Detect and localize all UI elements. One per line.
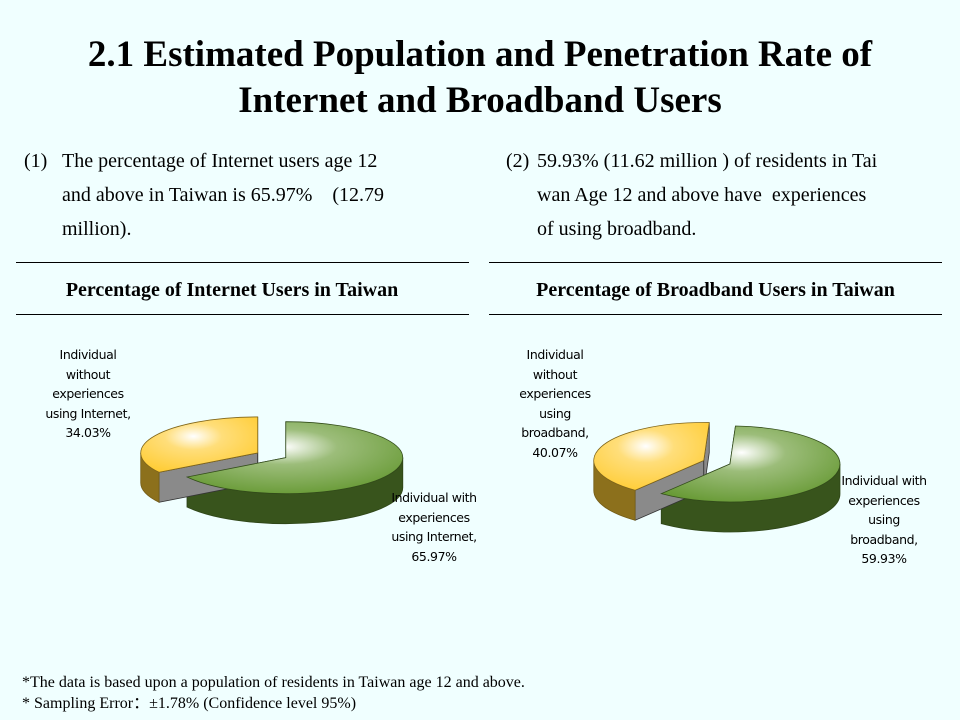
- pie-label-line: 65.97%: [411, 548, 457, 564]
- pie-label-line: Individual: [526, 347, 584, 362]
- intro-right-number: (2): [506, 150, 530, 172]
- chart-title-internet: Percentage of Internet Users in Taiwan: [65, 279, 399, 301]
- pie-label-line: without: [65, 366, 111, 382]
- intro-right-line-3: of using broadband.: [537, 218, 697, 240]
- rule-bottom-left: [16, 314, 469, 315]
- pie-slice: [593, 422, 710, 491]
- pie-3d-group: [593, 422, 841, 533]
- pie-label-line: Individual with: [391, 490, 477, 505]
- pie-label-line: using Internet,: [45, 405, 131, 421]
- pie-label-line: experiences: [52, 386, 124, 401]
- pie-label-line: broadband,: [850, 531, 918, 547]
- pie-label-line: without: [532, 366, 578, 382]
- pie-label-line: broadband,: [521, 425, 589, 440]
- pie-label-line: experiences: [398, 509, 470, 525]
- pie-label-line: 34.03%: [65, 425, 111, 440]
- label-internet-with: Individual with experiences using Internet…: [374, 488, 494, 566]
- pie-label-line: using: [539, 405, 571, 421]
- pie-label-line: using Internet,: [391, 529, 477, 544]
- pie-label-line: 40.07%: [532, 444, 578, 460]
- title-line-2: Internet and Broadband Users: [238, 80, 722, 121]
- pie-label-line: experiences: [519, 386, 591, 401]
- pie-label-line: Individual with: [841, 473, 927, 488]
- chart-title-broadband: Percentage of Broadband Users in Taiwan: [536, 279, 895, 301]
- pie-3d-group: [140, 416, 404, 525]
- pie-slice: [185, 421, 404, 495]
- intro-left-number: (1): [24, 150, 48, 172]
- rule-top-right: [489, 262, 942, 263]
- pie-label-line: using: [868, 512, 900, 527]
- label-broadband-without: Individual without experiences using broadba…: [500, 345, 610, 462]
- rule-top-left: [16, 262, 469, 263]
- label-internet-without: Individual without experiences using Intern…: [28, 345, 148, 443]
- page-title: 2.1 Estimated Population and Penetration…: [0, 32, 960, 124]
- intro-right: (2) 59.93% (11.62 million ) of residents…: [506, 144, 956, 246]
- pie-label-line: Individual: [59, 347, 117, 362]
- footnote-population: *The data is based upon a population of …: [22, 674, 525, 691]
- intro-left: (1) The percentage of Internet users age…: [24, 144, 484, 246]
- intro-left-line-2: and above in Taiwan is 65.97% (12.79: [62, 184, 385, 206]
- intro-left-line-3: million).: [62, 218, 132, 240]
- label-broadband-with: Individual with experiences using broadband…: [820, 471, 948, 569]
- rule-bottom-right: [489, 314, 942, 315]
- pie-slice: [660, 425, 841, 503]
- pie-label-line: 59.93%: [861, 551, 907, 566]
- pie-slice: [140, 416, 259, 473]
- intro-right-line-2: wan Age 12 and above have experiences: [537, 184, 867, 206]
- intro-right-line-1: 59.93% (11.62 million ) of residents in …: [537, 150, 878, 172]
- title-line-1: 2.1 Estimated Population and Penetration…: [87, 34, 873, 75]
- intro-left-line-1: The percentage of Internet users age 12: [62, 150, 378, 172]
- pie-label-line: experiences: [848, 492, 920, 508]
- footnote-sampling-error: * Sampling Error：±1.78% (Confidence leve…: [22, 695, 357, 712]
